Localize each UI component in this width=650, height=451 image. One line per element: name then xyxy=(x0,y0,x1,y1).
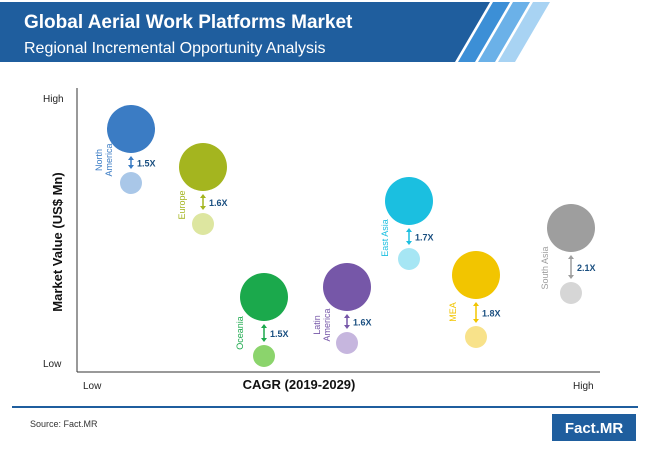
arrow-head-up xyxy=(128,156,134,160)
bubble-future-latin-america xyxy=(336,332,358,354)
point-east-asia: 1.7X East Asia xyxy=(380,177,434,270)
x-tick-low: Low xyxy=(83,381,102,392)
arrow-head-down xyxy=(200,206,206,210)
x-axis-title: CAGR (2019-2029) xyxy=(243,377,356,392)
multiplier-label: 1.5X xyxy=(137,159,156,169)
arrow-head-up xyxy=(261,324,267,328)
bubble-north-america xyxy=(107,105,155,153)
arrow-head-down xyxy=(473,319,479,323)
source-note: Source: Fact.MR xyxy=(30,419,98,429)
chart-subtitle: Regional Incremental Opportunity Analysi… xyxy=(24,40,326,57)
bubble-mea xyxy=(452,251,500,299)
arrow-head-up xyxy=(473,302,479,306)
region-label: East Asia xyxy=(380,219,390,257)
arrow-head-down xyxy=(344,325,350,329)
chart-title: Global Aerial Work Platforms Market xyxy=(24,12,353,33)
region-label: South Asia xyxy=(540,246,550,289)
chart-points: 1.5X NorthAmerica 1.6X Europe 1.5X Oceania 1.6… xyxy=(94,105,596,367)
bubble-future-east-asia xyxy=(398,248,420,270)
region-label: LatinAmerica xyxy=(312,308,332,341)
footer: Source: Fact.MR Fact.MR xyxy=(12,406,638,441)
multiplier-label: 1.8X xyxy=(482,309,501,319)
point-oceania: 1.5X Oceania xyxy=(235,273,289,367)
y-tick-low: Low xyxy=(43,359,62,370)
region-label: Europe xyxy=(177,190,187,219)
region-label: NorthAmerica xyxy=(94,143,114,176)
bubble-oceania xyxy=(240,273,288,321)
header-banner: Global Aerial Work Platforms Market Regi… xyxy=(0,2,550,62)
bubble-south-asia xyxy=(547,204,595,252)
axes: High Low Low High CAGR (2019-2029) Marke… xyxy=(43,88,600,392)
multiplier-label: 2.1X xyxy=(577,263,596,273)
multiplier-label: 1.6X xyxy=(353,318,372,328)
multiplier-label: 1.5X xyxy=(270,329,289,339)
logo-text: Fact.MR xyxy=(565,420,624,437)
bubble-latin-america xyxy=(323,263,371,311)
arrow-head-up xyxy=(568,255,574,259)
point-north-america: 1.5X NorthAmerica xyxy=(94,105,156,194)
arrow-head-down xyxy=(568,275,574,279)
bubble-future-oceania xyxy=(253,345,275,367)
multiplier-label: 1.6X xyxy=(209,198,228,208)
y-axis-title: Market Value (US$ Mn) xyxy=(50,172,65,311)
point-europe: 1.6X Europe xyxy=(177,143,228,235)
bubble-future-south-asia xyxy=(560,282,582,304)
x-tick-high: High xyxy=(573,381,594,392)
y-tick-high: High xyxy=(43,94,64,105)
bubble-europe xyxy=(179,143,227,191)
point-south-asia: 2.1X South Asia xyxy=(540,204,596,304)
arrow-head-down xyxy=(128,165,134,169)
arrow-head-up xyxy=(406,228,412,232)
region-label: MEA xyxy=(448,302,458,322)
arrow-head-up xyxy=(344,314,350,318)
arrow-head-up xyxy=(200,194,206,198)
bubble-future-mea xyxy=(465,326,487,348)
arrow-head-down xyxy=(406,241,412,245)
multiplier-label: 1.7X xyxy=(415,233,434,243)
arrow-head-down xyxy=(261,338,267,342)
logo-box xyxy=(552,414,636,441)
bubble-east-asia xyxy=(385,177,433,225)
bubble-future-north-america xyxy=(120,172,142,194)
point-latin-america: 1.6X LatinAmerica xyxy=(312,263,372,354)
point-mea: 1.8X MEA xyxy=(448,251,501,348)
region-label: Oceania xyxy=(235,316,245,350)
bubble-future-europe xyxy=(192,213,214,235)
